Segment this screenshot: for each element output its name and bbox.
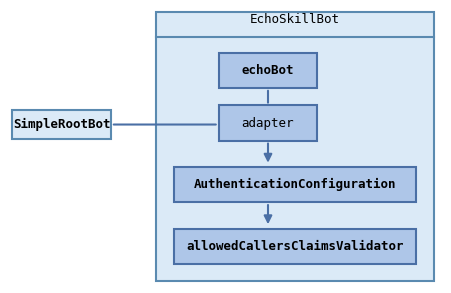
Text: echoBot: echoBot [241, 64, 294, 77]
Text: adapter: adapter [241, 117, 294, 130]
Text: SimpleRootBot: SimpleRootBot [13, 118, 110, 131]
FancyBboxPatch shape [218, 53, 317, 88]
FancyBboxPatch shape [173, 229, 415, 264]
Text: EchoSkillBot: EchoSkillBot [249, 13, 339, 25]
FancyBboxPatch shape [218, 105, 317, 141]
Text: allowedCallersClaimsValidator: allowedCallersClaimsValidator [186, 240, 403, 253]
FancyBboxPatch shape [12, 110, 110, 139]
FancyBboxPatch shape [173, 167, 415, 202]
FancyBboxPatch shape [156, 12, 433, 281]
Text: AuthenticationConfiguration: AuthenticationConfiguration [193, 178, 395, 191]
